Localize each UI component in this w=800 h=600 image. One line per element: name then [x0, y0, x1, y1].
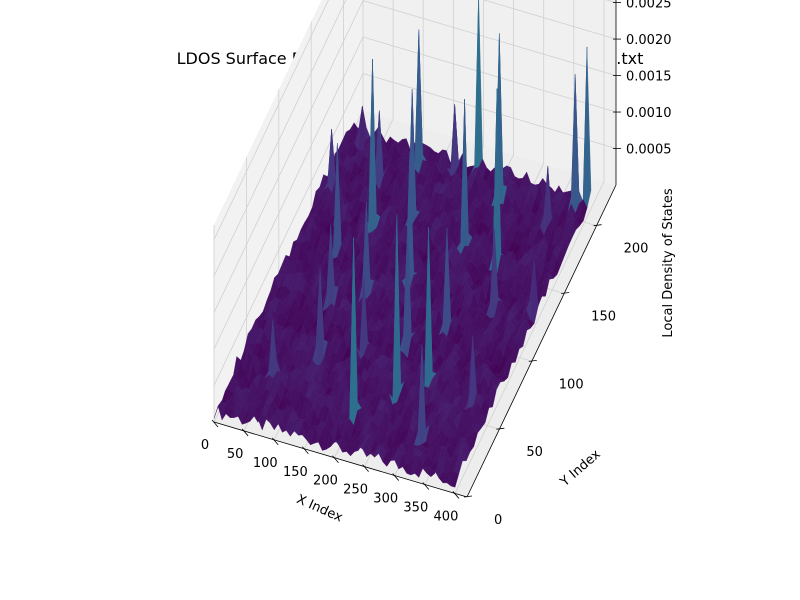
x-tick-label: 200 — [313, 474, 338, 489]
left-wall-pane — [214, 0, 363, 422]
z-gridline — [213, 0, 617, 277]
x-tick-mark — [211, 419, 219, 428]
x-tick-label: 400 — [434, 509, 459, 524]
y-axis-line — [466, 184, 617, 498]
x-tick-mark — [362, 464, 369, 472]
surface-facet — [450, 471, 459, 488]
x-tick-mark — [271, 437, 279, 446]
x-tick-label: 50 — [227, 447, 244, 462]
x-tick-label: 300 — [373, 492, 398, 507]
tick-marks-and-labels: 0 50 100 150 200 250 300 350 400 0 50 100 150 200 0.00… — [201, 0, 672, 528]
surface-mesh — [213, 0, 592, 488]
y-tick-mark — [463, 495, 473, 498]
back-wall-pane — [363, 0, 616, 185]
y-tick-label: 200 — [624, 242, 649, 257]
y-tick-label: 100 — [559, 377, 584, 392]
x-tick-mark — [241, 428, 249, 437]
x-tick-label: 350 — [403, 501, 428, 516]
z-tick-label: 0.0020 — [626, 33, 672, 48]
z-gridline — [213, 0, 617, 240]
x-gridline — [454, 0, 605, 494]
z-axis-label: Local Density of States — [661, 188, 676, 337]
x-tick-label: 100 — [253, 456, 278, 471]
y-tick-mark — [561, 292, 570, 294]
x-tick-mark — [332, 455, 339, 463]
z-tick-label: 0.0015 — [626, 70, 672, 85]
z-gridline — [213, 73, 617, 386]
z-tick-label: 0.0010 — [626, 106, 672, 121]
y-tick-label: 150 — [591, 310, 616, 325]
x-tick-mark — [302, 446, 309, 455]
z-tick-label: 0.0025 — [626, 0, 672, 12]
z-tick-label: 0.0005 — [626, 143, 672, 158]
x-tick-mark — [452, 491, 460, 499]
y-tick-label: 50 — [526, 445, 543, 460]
y-tick-mark — [593, 224, 602, 227]
y-tick-mark — [496, 427, 505, 430]
z-gridline — [213, 0, 617, 313]
x-tick-label: 250 — [343, 483, 368, 498]
y-tick-label: 0 — [494, 513, 502, 528]
y-tick-mark — [528, 359, 537, 362]
x-tick-label: 150 — [283, 465, 308, 480]
z-gridline — [213, 36, 617, 350]
x-tick-label: 0 — [201, 438, 209, 453]
x-tick-mark — [422, 482, 430, 490]
x-tick-mark — [392, 473, 400, 481]
